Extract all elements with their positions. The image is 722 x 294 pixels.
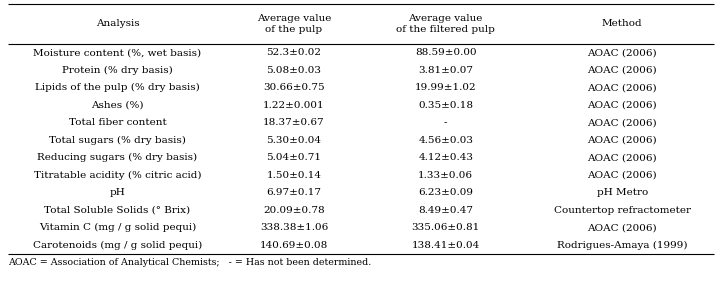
Text: Analysis: Analysis: [95, 19, 139, 29]
Text: 6.23±0.09: 6.23±0.09: [418, 188, 473, 197]
Text: 19.99±1.02: 19.99±1.02: [415, 83, 477, 92]
Text: 20.09±0.78: 20.09±0.78: [263, 206, 325, 215]
Text: 335.06±0.81: 335.06±0.81: [412, 223, 480, 232]
Text: 338.38±1.06: 338.38±1.06: [260, 223, 328, 232]
Text: 0.35±0.18: 0.35±0.18: [418, 101, 473, 110]
Text: 88.59±0.00: 88.59±0.00: [415, 48, 477, 57]
Text: Carotenoids (mg / g solid pequi): Carotenoids (mg / g solid pequi): [32, 241, 202, 250]
Text: AOAC (2006): AOAC (2006): [588, 171, 657, 180]
Text: 138.41±0.04: 138.41±0.04: [412, 241, 480, 250]
Text: 3.81±0.07: 3.81±0.07: [418, 66, 473, 75]
Text: AOAC = Association of Analytical Chemists;   - = Has not been determined.: AOAC = Association of Analytical Chemist…: [8, 258, 371, 267]
Text: 140.69±0.08: 140.69±0.08: [260, 241, 328, 250]
Text: AOAC (2006): AOAC (2006): [588, 136, 657, 145]
Text: Total Soluble Solids (° Brix): Total Soluble Solids (° Brix): [44, 206, 191, 215]
Text: 18.37±0.67: 18.37±0.67: [263, 118, 325, 127]
Text: AOAC (2006): AOAC (2006): [588, 101, 657, 110]
Text: Method: Method: [602, 19, 643, 29]
Text: 52.3±0.02: 52.3±0.02: [266, 48, 321, 57]
Text: Average value
of the filtered pulp: Average value of the filtered pulp: [396, 14, 495, 34]
Text: 1.33±0.06: 1.33±0.06: [418, 171, 473, 180]
Text: 4.12±0.43: 4.12±0.43: [418, 153, 473, 162]
Text: Titratable acidity (% citric acid): Titratable acidity (% citric acid): [34, 171, 201, 180]
Text: 1.50±0.14: 1.50±0.14: [266, 171, 321, 180]
Text: Rodrigues-Amaya (1999): Rodrigues-Amaya (1999): [557, 241, 687, 250]
Text: -: -: [444, 118, 448, 127]
Text: AOAC (2006): AOAC (2006): [588, 66, 657, 75]
Text: AOAC (2006): AOAC (2006): [588, 223, 657, 232]
Text: Average value
of the pulp: Average value of the pulp: [257, 14, 331, 34]
Text: Reducing sugars (% dry basis): Reducing sugars (% dry basis): [38, 153, 198, 162]
Text: AOAC (2006): AOAC (2006): [588, 48, 657, 57]
Text: Lipids of the pulp (% dry basis): Lipids of the pulp (% dry basis): [35, 83, 200, 92]
Text: pH Metro: pH Metro: [596, 188, 648, 197]
Text: Countertop refractometer: Countertop refractometer: [554, 206, 691, 215]
Text: 4.56±0.03: 4.56±0.03: [418, 136, 473, 145]
Text: pH: pH: [110, 188, 126, 197]
Text: 5.30±0.04: 5.30±0.04: [266, 136, 321, 145]
Text: 6.97±0.17: 6.97±0.17: [266, 188, 321, 197]
Text: 5.04±0.71: 5.04±0.71: [266, 153, 321, 162]
Text: Protein (% dry basis): Protein (% dry basis): [62, 66, 173, 75]
Text: Moisture content (%, wet basis): Moisture content (%, wet basis): [33, 48, 201, 57]
Text: AOAC (2006): AOAC (2006): [588, 83, 657, 92]
Text: 8.49±0.47: 8.49±0.47: [418, 206, 473, 215]
Text: Vitamin C (mg / g solid pequi): Vitamin C (mg / g solid pequi): [39, 223, 196, 232]
Text: Total fiber content: Total fiber content: [69, 118, 166, 127]
Text: Total sugars (% dry basis): Total sugars (% dry basis): [49, 136, 186, 145]
Text: 5.08±0.03: 5.08±0.03: [266, 66, 321, 75]
Text: 1.22±0.001: 1.22±0.001: [263, 101, 325, 110]
Text: AOAC (2006): AOAC (2006): [588, 118, 657, 127]
Text: 30.66±0.75: 30.66±0.75: [263, 83, 325, 92]
Text: Ashes (%): Ashes (%): [91, 101, 144, 110]
Text: AOAC (2006): AOAC (2006): [588, 153, 657, 162]
